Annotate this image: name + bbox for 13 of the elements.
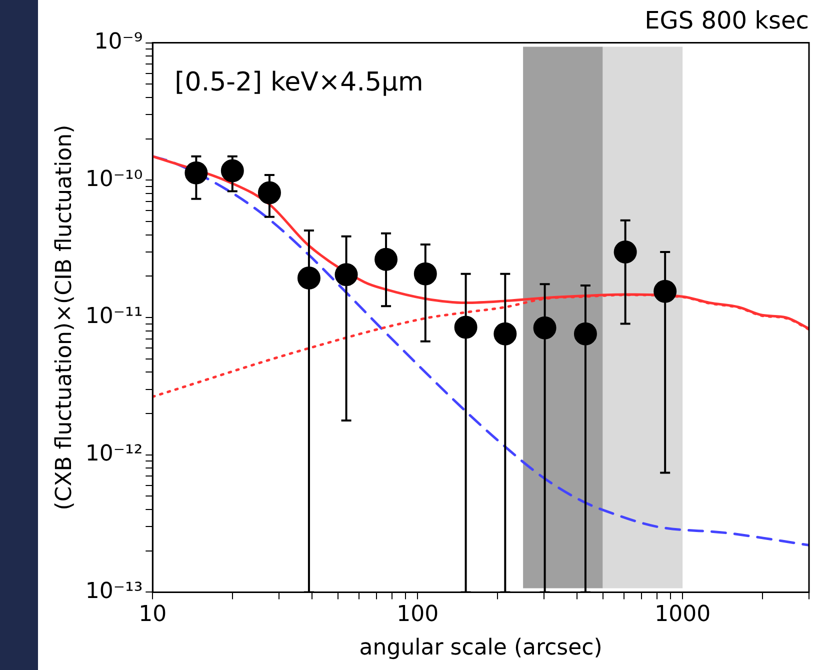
x-tick-label: 1000 bbox=[654, 602, 711, 628]
y-tick-label: 10⁻¹² bbox=[85, 442, 143, 467]
x-tick-label: 100 bbox=[396, 602, 439, 628]
y-tick-label: 10⁻¹¹ bbox=[85, 304, 143, 330]
y-tick-label: 10⁻¹⁰ bbox=[85, 166, 143, 192]
x-axis-title: angular scale (arcsec) bbox=[359, 636, 602, 661]
x-tick-label: 10 bbox=[138, 602, 167, 628]
point bbox=[297, 266, 320, 290]
y-axis-title: (CXB fluctuation)×(CIB fluctuation) bbox=[52, 124, 77, 510]
y-tick-label: 10⁻¹³ bbox=[85, 578, 143, 604]
annotation: [0.5-2] keV×4.5μm bbox=[174, 68, 424, 98]
chart-title: EGS 800 ksec bbox=[644, 6, 809, 35]
y-tick-label: 10⁻⁹ bbox=[94, 30, 143, 55]
